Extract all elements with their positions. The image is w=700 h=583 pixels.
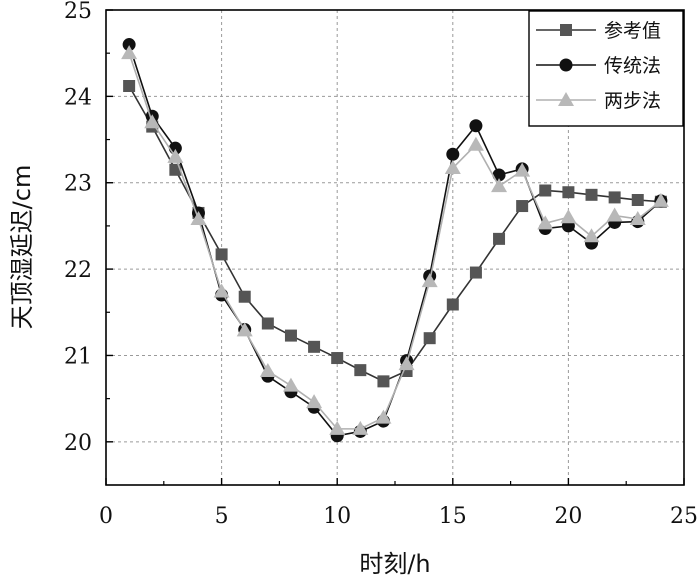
x-tick-label: 15 — [439, 504, 467, 529]
y-tick-labels: 20 21 22 23 24 25 — [64, 0, 92, 456]
data-point — [329, 420, 346, 435]
data-point — [516, 200, 529, 213]
data-point — [259, 363, 276, 377]
data-point — [121, 45, 138, 60]
series — [121, 38, 669, 443]
data-point — [444, 160, 461, 175]
data-point — [377, 375, 390, 388]
data-point — [629, 211, 646, 225]
x-axis-title: 时刻/h — [359, 550, 430, 578]
y-tick-label: 20 — [64, 431, 92, 456]
legend-label: 两步法 — [604, 90, 661, 112]
data-point — [608, 191, 621, 204]
x-tick-label: 5 — [215, 504, 229, 529]
data-point — [123, 80, 136, 92]
data-point — [352, 420, 369, 435]
series-line — [128, 85, 661, 383]
data-point — [514, 162, 531, 177]
data-point — [144, 114, 161, 129]
data-point — [190, 211, 207, 225]
x-tick-label: 20 — [554, 504, 582, 529]
data-point — [446, 147, 460, 161]
data-point — [537, 215, 554, 230]
data-point — [306, 394, 323, 409]
x-tick-label: 10 — [323, 504, 351, 529]
y-tick-label: 23 — [64, 172, 92, 197]
data-point — [491, 178, 508, 193]
data-point — [238, 290, 251, 303]
legend-item: 参考值 — [536, 20, 661, 42]
data-point — [583, 228, 600, 243]
data-point — [469, 266, 482, 279]
y-axis-title: 天顶湿延迟/cm — [8, 165, 36, 330]
data-point — [213, 283, 230, 298]
data-point — [492, 168, 506, 182]
legend-marker — [558, 92, 574, 106]
data-point — [421, 273, 438, 288]
series-square — [123, 80, 667, 388]
data-point — [467, 136, 484, 151]
axis-ticks — [105, 9, 685, 485]
data-point — [167, 148, 184, 163]
data-point — [562, 186, 575, 199]
data-point — [215, 248, 228, 261]
data-point — [560, 209, 577, 224]
data-point — [375, 409, 392, 424]
data-point — [631, 194, 644, 206]
data-point — [398, 356, 415, 371]
data-point — [469, 119, 483, 133]
x-tick-labels: 0 5 10 15 20 25 — [99, 504, 698, 529]
legend-marker — [560, 24, 572, 36]
legend-marker — [559, 58, 573, 72]
y-tick-label: 24 — [64, 85, 92, 110]
data-point — [282, 377, 299, 392]
y-tick-label: 21 — [64, 344, 92, 369]
data-point — [539, 184, 552, 197]
legend-item: 传统法 — [536, 55, 661, 77]
data-point — [354, 364, 367, 377]
data-point — [308, 340, 321, 353]
data-point — [585, 188, 598, 201]
data-point — [284, 329, 297, 342]
data-point — [261, 317, 274, 330]
x-tick-label: 0 — [99, 504, 113, 529]
series-triangle — [121, 45, 669, 435]
x-tick-label: 25 — [670, 504, 698, 529]
data-point — [493, 232, 506, 245]
data-point — [606, 207, 623, 222]
data-point — [236, 322, 253, 337]
data-point — [652, 192, 669, 207]
data-point — [122, 38, 136, 52]
y-tick-label: 25 — [64, 0, 92, 24]
data-point — [446, 298, 459, 311]
legend-label: 传统法 — [604, 55, 661, 77]
data-point — [331, 352, 344, 365]
legend-item: 两步法 — [536, 90, 661, 112]
y-tick-label: 22 — [64, 258, 92, 283]
legend-label: 参考值 — [604, 20, 661, 42]
data-point — [423, 332, 436, 345]
